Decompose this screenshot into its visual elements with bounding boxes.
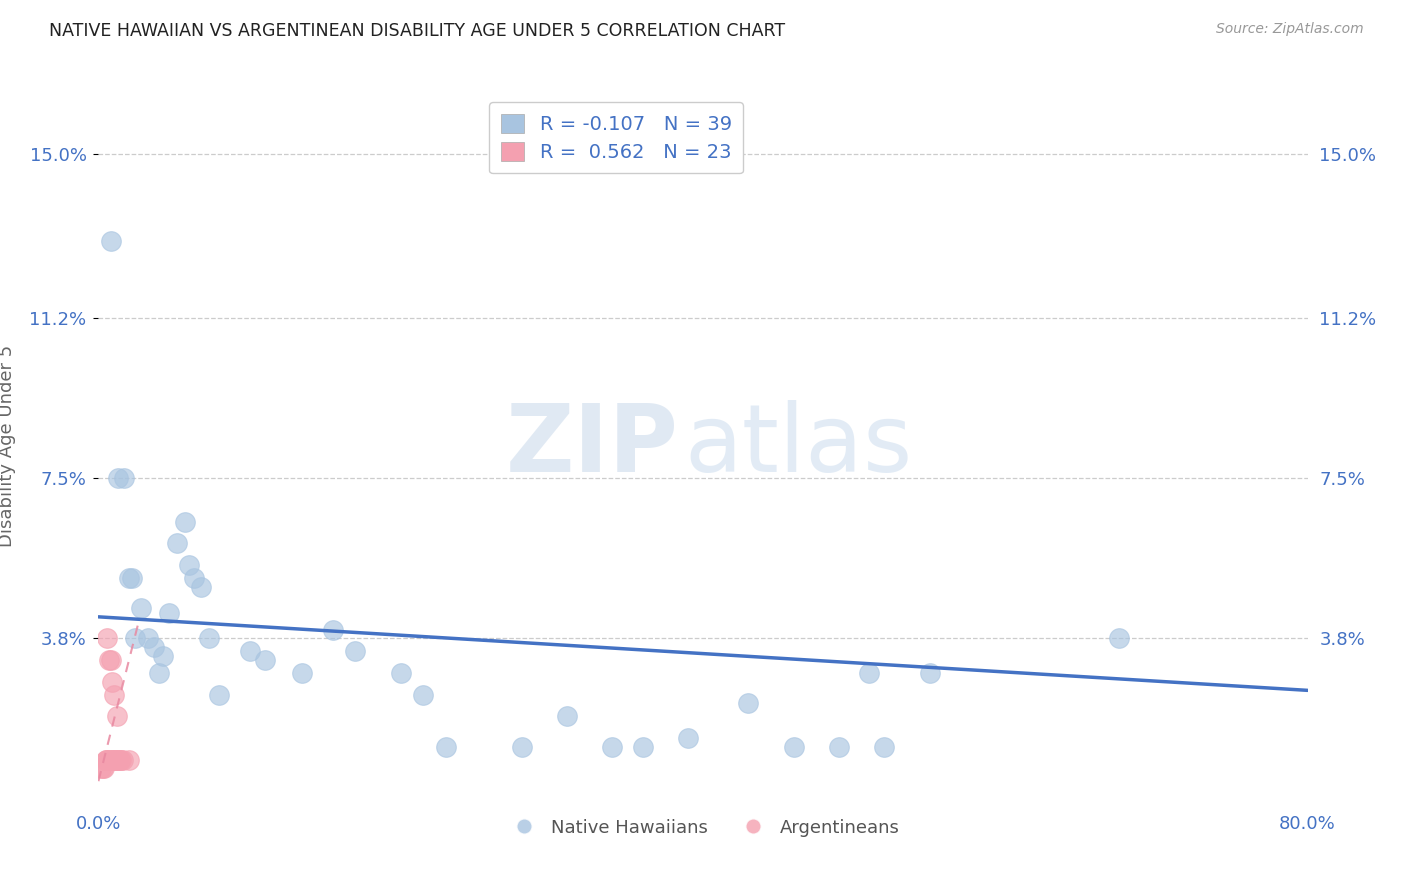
Text: ZIP: ZIP — [506, 400, 679, 492]
Text: Source: ZipAtlas.com: Source: ZipAtlas.com — [1216, 22, 1364, 37]
Point — [136, 632, 159, 646]
Point — [101, 753, 124, 767]
Point — [555, 709, 578, 723]
Point — [101, 674, 124, 689]
Point — [93, 761, 115, 775]
Point — [108, 753, 131, 767]
Point — [100, 234, 122, 248]
Point — [148, 666, 170, 681]
Text: NATIVE HAWAIIAN VS ARGENTINEAN DISABILITY AGE UNDER 5 CORRELATION CHART: NATIVE HAWAIIAN VS ARGENTINEAN DISABILIT… — [49, 22, 786, 40]
Point — [107, 471, 129, 485]
Point — [98, 753, 121, 767]
Point — [631, 739, 654, 754]
Point — [143, 640, 166, 654]
Point — [129, 601, 152, 615]
Point — [103, 688, 125, 702]
Point — [96, 753, 118, 767]
Point — [389, 666, 412, 681]
Point — [918, 666, 941, 681]
Point — [783, 739, 806, 754]
Point — [253, 653, 276, 667]
Point — [94, 753, 117, 767]
Point — [858, 666, 880, 681]
Point — [434, 739, 457, 754]
Point — [96, 632, 118, 646]
Point — [179, 558, 201, 572]
Point — [94, 753, 117, 767]
Point — [208, 688, 231, 702]
Point — [105, 753, 128, 767]
Point — [173, 515, 195, 529]
Point — [98, 653, 121, 667]
Point — [107, 753, 129, 767]
Point — [118, 571, 141, 585]
Point — [121, 571, 143, 585]
Point — [111, 753, 134, 767]
Point — [510, 739, 533, 754]
Point — [118, 753, 141, 767]
Point — [828, 739, 851, 754]
Point — [737, 696, 759, 710]
Point — [103, 753, 125, 767]
Point — [602, 739, 624, 754]
Point — [100, 753, 122, 767]
Point — [166, 536, 188, 550]
Point — [291, 666, 314, 681]
Point — [124, 632, 146, 646]
Point — [344, 644, 367, 658]
Point — [873, 739, 896, 754]
Point — [105, 709, 128, 723]
Text: atlas: atlas — [685, 400, 912, 492]
Legend: Native Hawaiians, Argentineans: Native Hawaiians, Argentineans — [499, 812, 907, 844]
Point — [91, 761, 114, 775]
Point — [104, 753, 127, 767]
Point — [190, 580, 212, 594]
Point — [183, 571, 205, 585]
Point — [152, 648, 174, 663]
Point — [197, 632, 219, 646]
Point — [676, 731, 699, 745]
Point — [412, 688, 434, 702]
Point — [322, 623, 344, 637]
Point — [90, 761, 112, 775]
Y-axis label: Disability Age Under 5: Disability Age Under 5 — [0, 345, 15, 547]
Point — [112, 471, 135, 485]
Point — [159, 606, 181, 620]
Point — [100, 653, 122, 667]
Point — [239, 644, 262, 658]
Point — [1108, 632, 1130, 646]
Point — [110, 753, 132, 767]
